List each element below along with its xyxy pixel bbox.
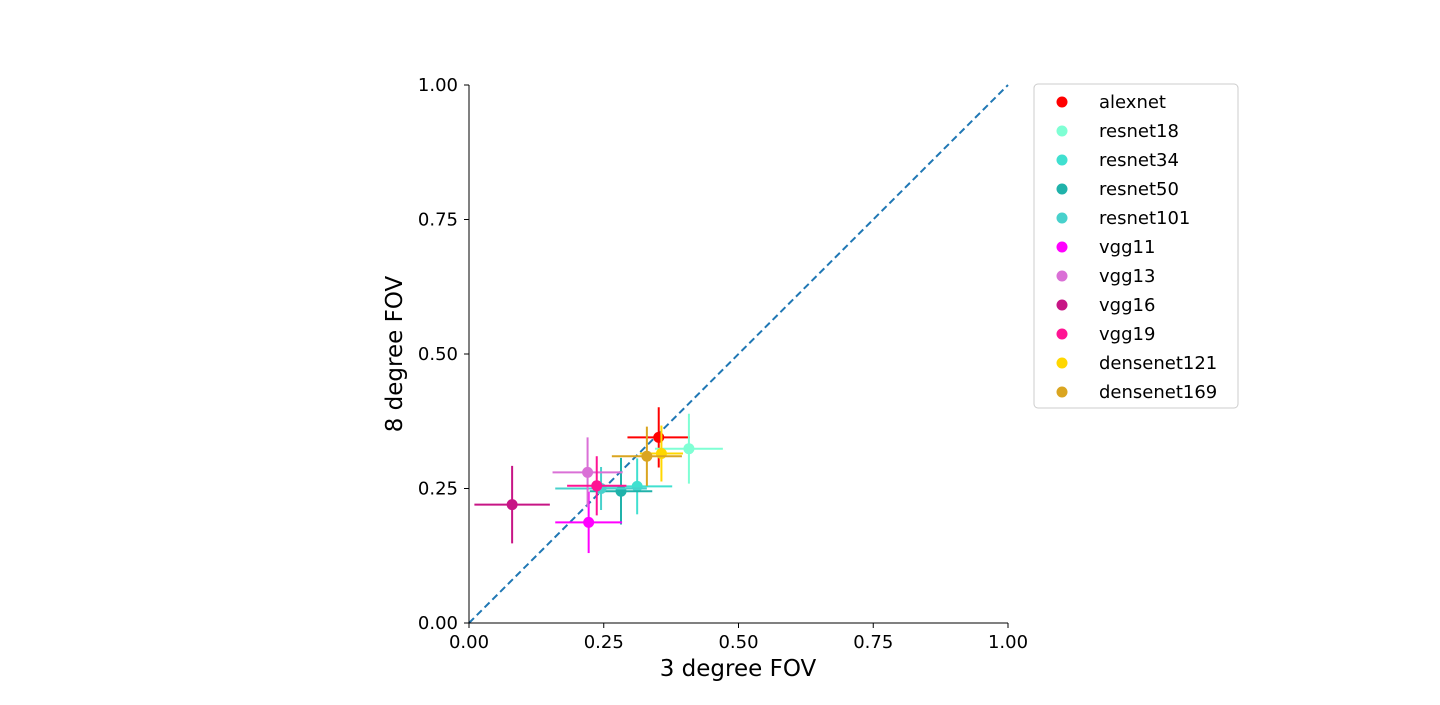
legend-marker-resnet50 xyxy=(1056,183,1068,195)
y-axis-label: 8 degree FOV xyxy=(382,275,408,432)
legend-label-resnet101: resnet101 xyxy=(1099,208,1190,229)
y-tick-label: 0.25 xyxy=(418,479,458,500)
legend-marker-resnet34 xyxy=(1056,154,1068,166)
identity-reference-line xyxy=(468,84,1009,624)
legend-label-alexnet: alexnet xyxy=(1099,92,1166,113)
y-tick-label: 0.75 xyxy=(418,210,458,231)
x-axis-label: 3 degree FOV xyxy=(660,656,817,682)
legend-label-vgg11: vgg11 xyxy=(1099,237,1155,258)
legend-marker-resnet101 xyxy=(1056,212,1068,224)
data-point-densenet121 xyxy=(655,448,667,460)
legend-marker-vgg11 xyxy=(1056,241,1068,253)
legend-marker-alexnet xyxy=(1056,96,1068,108)
legend-label-vgg16: vgg16 xyxy=(1099,295,1155,316)
data-point-vgg19 xyxy=(591,480,603,492)
x-tick-label: 1.00 xyxy=(988,632,1028,653)
legend-label-densenet121: densenet121 xyxy=(1099,353,1217,374)
data-point-alexnet xyxy=(653,431,665,443)
legend: alexnet resnet18 resnet34 resnet50 resnet101… xyxy=(1033,83,1239,409)
legend-frame xyxy=(1033,83,1239,409)
legend-marker-densenet169 xyxy=(1056,386,1068,398)
data-point-resnet50 xyxy=(615,485,627,497)
legend-label-resnet34: resnet34 xyxy=(1099,150,1179,171)
x-tick-label: 0.75 xyxy=(853,632,893,653)
data-point-group-vgg16 xyxy=(474,465,550,544)
legend-label-densenet169: densenet169 xyxy=(1099,382,1217,403)
legend-marker-vgg19 xyxy=(1056,328,1068,340)
x-tick-label: 0.50 xyxy=(718,632,758,653)
legend-label-vgg13: vgg13 xyxy=(1099,266,1155,287)
legend-label-vgg19: vgg19 xyxy=(1099,324,1155,345)
data-point-densenet169 xyxy=(641,450,653,462)
x-tick-label: 0.00 xyxy=(449,632,489,653)
data-point-resnet18 xyxy=(683,443,695,455)
y-tick-label: 1.00 xyxy=(418,75,458,96)
legend-marker-vgg16 xyxy=(1056,299,1068,311)
y-tick-label: 0.00 xyxy=(418,613,458,634)
data-point-group-resnet18 xyxy=(654,413,723,484)
data-point-vgg13 xyxy=(582,466,594,478)
legend-label-resnet18: resnet18 xyxy=(1099,121,1179,142)
legend-marker-resnet18 xyxy=(1056,125,1068,137)
data-point-group-densenet169 xyxy=(611,426,682,486)
legend-label-resnet50: resnet50 xyxy=(1099,179,1179,200)
legend-marker-densenet121 xyxy=(1056,357,1068,369)
x-tick-label: 0.25 xyxy=(584,632,624,653)
data-point-vgg16 xyxy=(506,499,518,511)
data-point-group-vgg11 xyxy=(555,491,623,554)
data-point-vgg11 xyxy=(583,516,595,528)
axes: 3 degree FOV 8 degree FOV 0.00 0.25 0.50 0.… xyxy=(382,75,1028,682)
y-tick-label: 0.50 xyxy=(418,344,458,365)
data-point-group-vgg19 xyxy=(567,456,627,516)
data-point-group-vgg13 xyxy=(552,437,623,508)
legend-marker-vgg13 xyxy=(1056,270,1068,282)
plot-area xyxy=(468,84,1009,624)
